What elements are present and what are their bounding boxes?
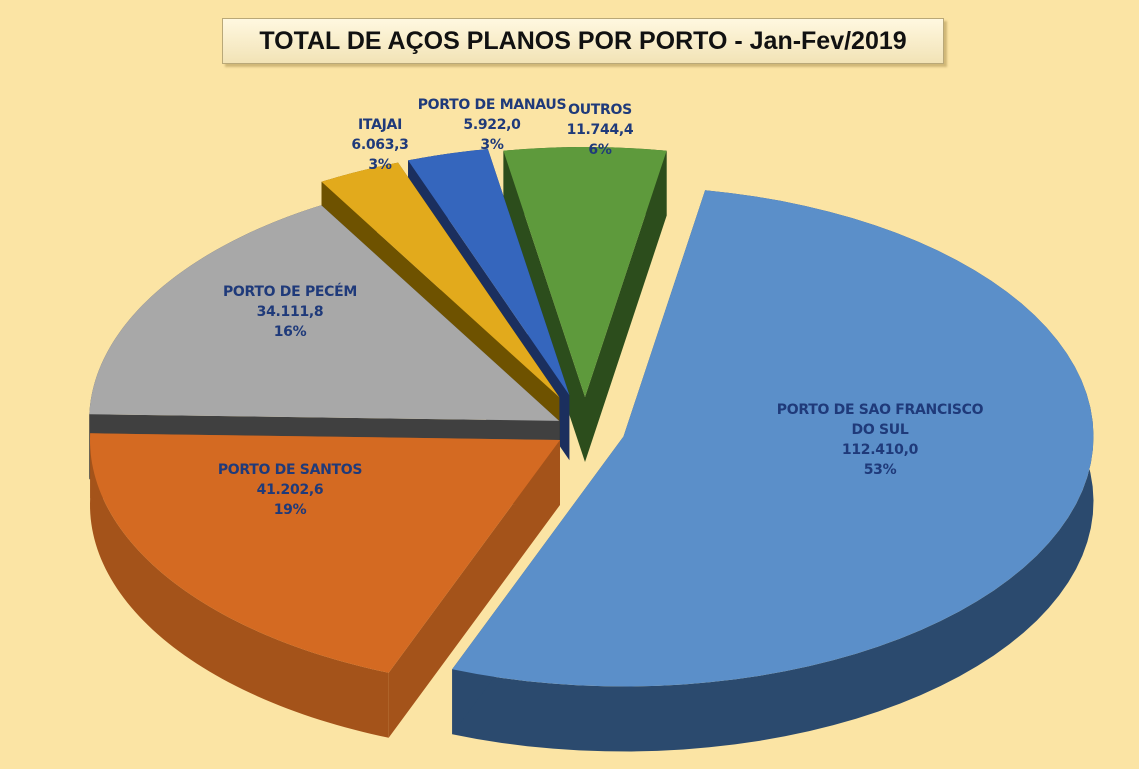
data-label: OUTROS 11.744,4 6%	[550, 100, 650, 160]
value-label: 6.063,3	[351, 137, 409, 153]
slice	[89, 205, 560, 421]
slice-side	[452, 190, 1094, 752]
data-label: PORTO DE SANTOS 41.202,6 19%	[200, 460, 380, 520]
category-label: PORTO DE SANTOS	[217, 462, 363, 478]
value-label: 34.111,8	[256, 304, 324, 320]
category-label: PORTO DE PECÉM	[222, 284, 358, 300]
slice	[90, 433, 560, 673]
percent-label: 6%	[588, 142, 612, 158]
percent-label: 16%	[273, 324, 307, 340]
slice-side	[90, 433, 389, 738]
value-label: 5.922,0	[463, 117, 521, 133]
data-label: PORTO DE MANAUS 5.922,0 3%	[402, 95, 582, 155]
percent-label: 3%	[480, 137, 504, 153]
percent-label: 53%	[863, 462, 897, 478]
slice	[452, 190, 1094, 687]
slice	[408, 149, 570, 396]
slice-cut	[90, 433, 560, 738]
value-label: 11.744,4	[566, 122, 634, 138]
chart-title: TOTAL DE AÇOS PLANOS POR PORTO - Jan-Fev…	[222, 18, 944, 64]
percent-label: 19%	[273, 502, 307, 518]
category-label: ITAJAI	[358, 117, 402, 133]
value-label: 112.410,0	[841, 442, 919, 458]
data-label: PORTO DE SAO FRANCISCO DO SUL 112.410,0 53…	[770, 400, 990, 480]
category-label: PORTO DE SAO FRANCISCO DO SUL	[776, 402, 984, 438]
slice	[321, 162, 560, 398]
category-label: OUTROS	[568, 102, 632, 118]
value-label: 41.202,6	[256, 482, 324, 498]
data-label: PORTO DE PECÉM 34.111,8 16%	[210, 282, 370, 342]
category-label: PORTO DE MANAUS	[417, 97, 567, 113]
data-label: ITAJAI 6.063,3 3%	[335, 115, 425, 175]
percent-label: 3%	[368, 157, 392, 173]
slice	[503, 147, 667, 397]
